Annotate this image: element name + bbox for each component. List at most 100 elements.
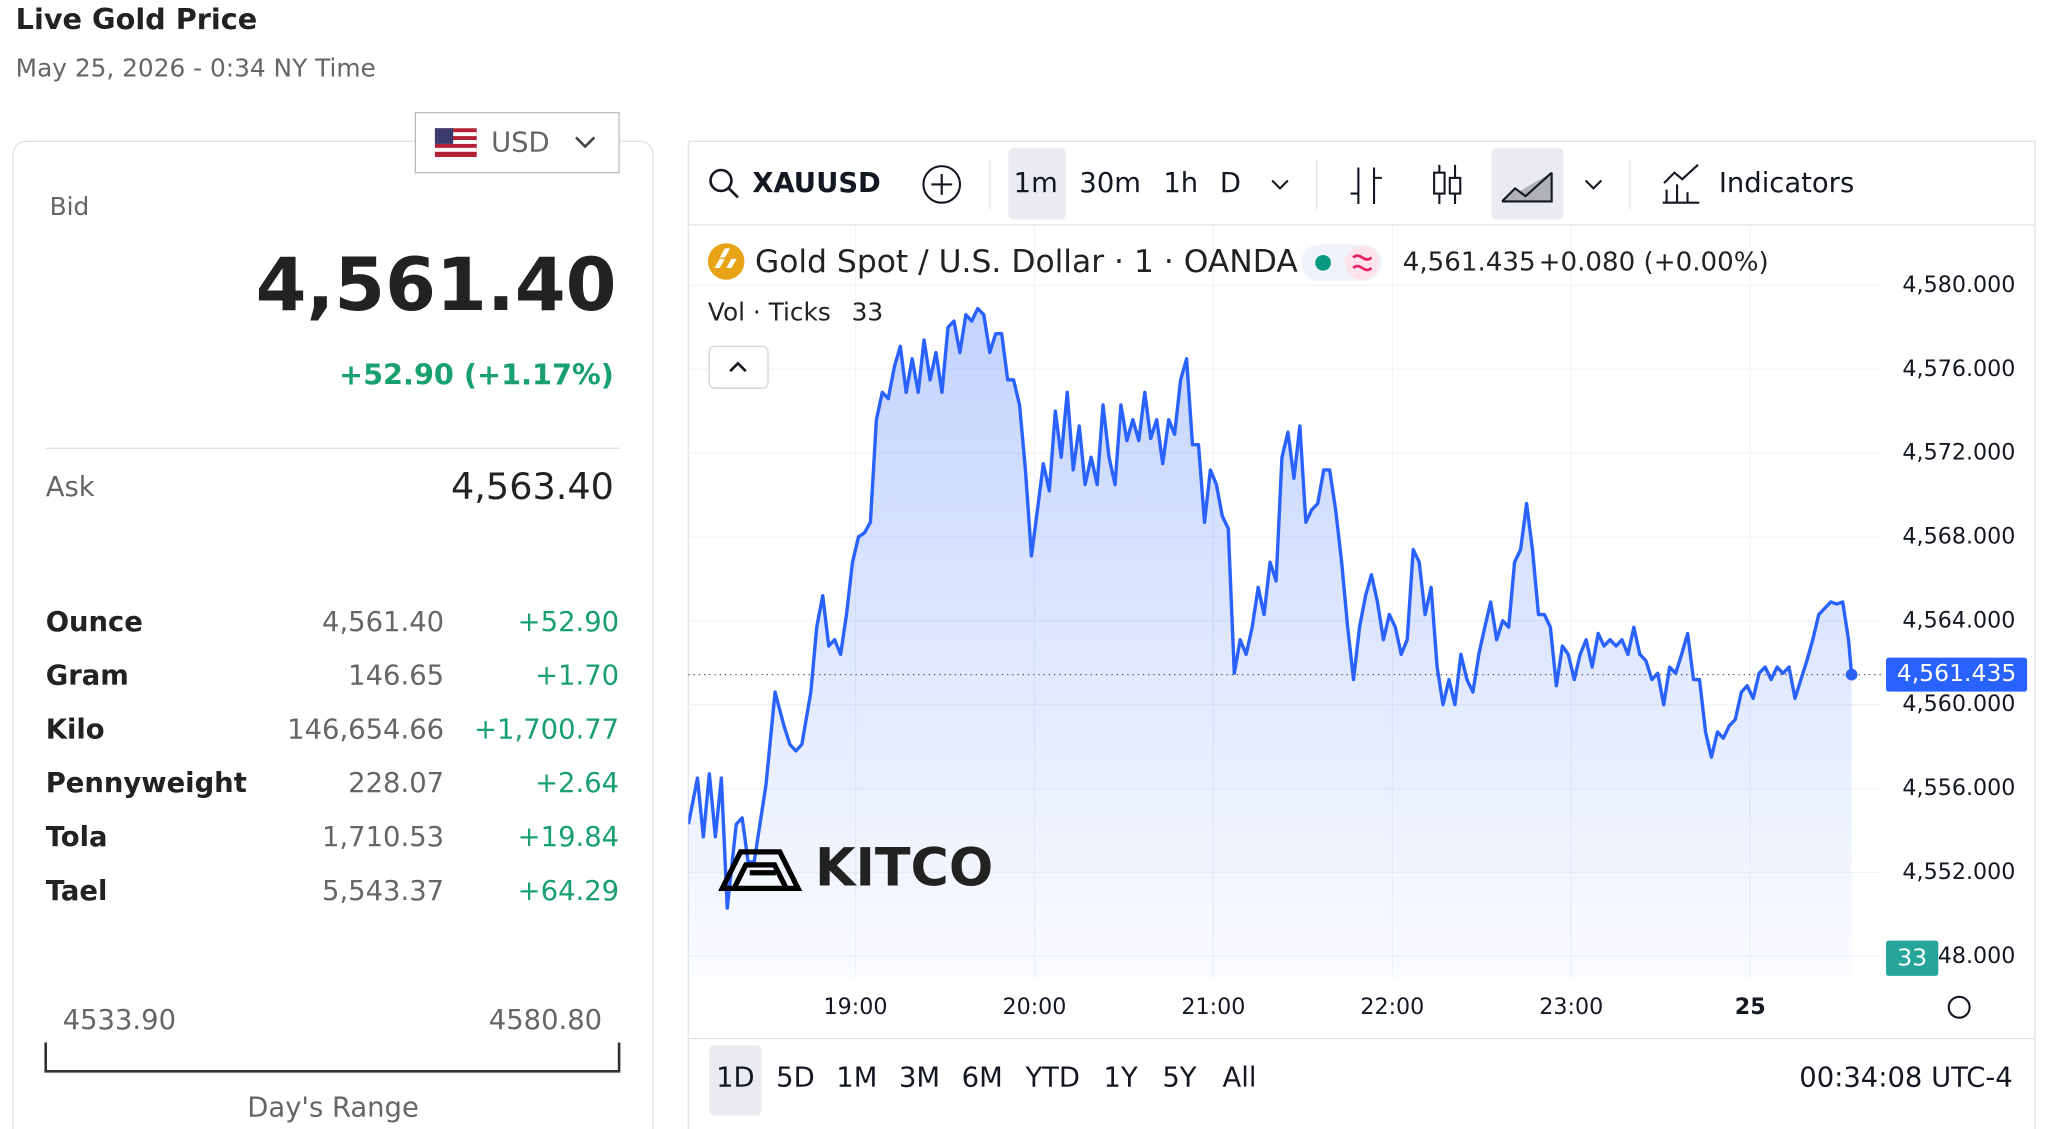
area-style-icon[interactable] (1501, 171, 1553, 203)
x-tick-label: 25 (1735, 994, 1766, 1020)
x-tick-label: 23:00 (1539, 994, 1603, 1020)
gold-icon (707, 243, 745, 280)
unit-change: +1,700.77 (474, 714, 619, 745)
kitco-logo: KITCO (815, 838, 993, 898)
range-high: 4580.80 (489, 1005, 602, 1036)
toolbar: XAUUSD 1m 30m 1h D Indicators (709, 147, 1854, 220)
interval[interactable]: D (1220, 168, 1241, 199)
x-tick-label: 21:00 (1181, 994, 1245, 1020)
last-price-tag (1886, 657, 2028, 692)
y-tick-label: 4,564.000 (1902, 607, 2015, 633)
chevron (575, 136, 596, 149)
intervals: 1m 30m 1h D (1014, 168, 1241, 199)
unit-change: +2.64 (535, 768, 619, 799)
unit-change: +19.84 (518, 822, 619, 853)
volume-value: 33 (852, 298, 884, 327)
currency-select[interactable]: USD (414, 111, 620, 174)
unit-name: Tael (46, 876, 108, 907)
chart-title: Gold Spot / U.S. Dollar · 1 · OANDA (755, 244, 1298, 280)
ask-price: 4,563.40 (451, 465, 614, 508)
plot (688, 306, 1858, 978)
unit-name: Tola (46, 822, 108, 853)
bid-label: Bid (50, 192, 90, 221)
indicators-icon[interactable] (1662, 164, 1700, 204)
chevron[interactable] (1271, 179, 1289, 190)
x-tick-label: 19:00 (824, 994, 888, 1020)
x-tick-label: 22:00 (1360, 994, 1424, 1020)
last-price-label: 4,561.435 (1897, 659, 2017, 687)
range-button[interactable]: 1D (716, 1063, 755, 1094)
candle (1448, 176, 1462, 195)
flag-stripe (434, 140, 477, 144)
range-button[interactable]: 5D (776, 1063, 815, 1094)
interval[interactable]: 1h (1163, 168, 1198, 199)
volume-label: Vol · Ticks (708, 298, 831, 327)
legend-price: 4,561.435 (1403, 247, 1536, 277)
unit-name: Gram (46, 661, 129, 692)
gold-bars (714, 248, 737, 269)
range-button[interactable]: 5Y (1162, 1063, 1196, 1094)
price-line (688, 306, 1854, 910)
unit-name: Pennyweight (46, 768, 247, 799)
bar-style-icon[interactable] (1350, 167, 1382, 205)
legend-change: +0.080 (+0.00%) (1539, 247, 1769, 277)
range-button[interactable]: 1M (836, 1063, 877, 1094)
settings-icon[interactable] (1947, 995, 1971, 1019)
price-area (688, 308, 1852, 978)
unit-price: 146.65 (348, 661, 444, 692)
x-tick-label: 20:00 (1002, 994, 1066, 1020)
price-card (12, 140, 654, 1129)
range-button[interactable]: All (1223, 1063, 1257, 1094)
search-icon[interactable] (709, 168, 733, 193)
status-wave (1352, 254, 1373, 272)
chevron[interactable] (1584, 179, 1603, 190)
kitco-logo-mark (718, 849, 803, 892)
unit-change: +64.29 (518, 876, 619, 907)
collapse-button[interactable] (708, 345, 769, 389)
axes: 4,548.0004,552.0004,556.0004,560.0004,56… (688, 272, 2028, 1020)
y-tick-label: 4,568.000 (1902, 523, 2015, 549)
flag-canton (434, 128, 454, 144)
chevron-up (729, 361, 747, 373)
ask-label: Ask (46, 472, 95, 503)
clock: 00:34:08 UTC-4 (1799, 1063, 2012, 1094)
add-symbol[interactable] (922, 165, 962, 204)
indicators[interactable]: Indicators (1719, 168, 1854, 199)
volume-tag-label: 33 (1897, 943, 1927, 971)
unit-name: Kilo (46, 714, 105, 745)
range-bar (44, 1042, 621, 1073)
interval[interactable]: 30m (1079, 168, 1141, 199)
volume-tag (1886, 940, 1939, 976)
y-tick-label: 4,572.000 (1902, 440, 2015, 466)
candle (1433, 171, 1446, 195)
range-label: Day's Range (247, 1093, 419, 1124)
unit-price: 4,561.40 (322, 607, 444, 638)
range-button[interactable]: 1Y (1104, 1063, 1138, 1094)
bid-change: +52.90 (+1.17%) (339, 357, 614, 391)
unit-change: +52.90 (518, 607, 619, 638)
search-icon (727, 187, 739, 199)
range-button[interactable]: YTD (1024, 1063, 1080, 1094)
flag-stripe (434, 132, 477, 137)
page-title: Live Gold Price (16, 2, 258, 36)
status-icon (1345, 245, 1380, 280)
interval[interactable]: 1m (1014, 168, 1058, 199)
y-tick-label: 4,560.000 (1902, 691, 2015, 717)
unit-price: 5,543.37 (322, 876, 444, 907)
unit-table: Ounce 4,561.40 +52.90 Gram 146.65 +1.70 Kilo 14… (46, 607, 619, 907)
unit-price: 146,654.66 (287, 714, 444, 745)
unit-price: 1,710.53 (322, 822, 444, 853)
range-button[interactable]: 6M (962, 1063, 1003, 1094)
y-tick-label: 4,576.000 (1902, 356, 2015, 382)
range-button[interactable]: 3M (899, 1063, 940, 1094)
unit-name: Ounce (46, 607, 143, 638)
timestamp: May 25, 2026 - 0:34 NY Time (16, 53, 376, 82)
currency-label[interactable]: USD (491, 127, 550, 158)
y-tick-label: 4,580.000 (1902, 272, 2015, 298)
range-active (709, 1045, 762, 1116)
unit-change: +1.70 (535, 661, 619, 692)
symbol[interactable]: XAUUSD (752, 168, 881, 199)
y-tick-label: 4,556.000 (1902, 775, 2015, 801)
plus (931, 173, 953, 195)
